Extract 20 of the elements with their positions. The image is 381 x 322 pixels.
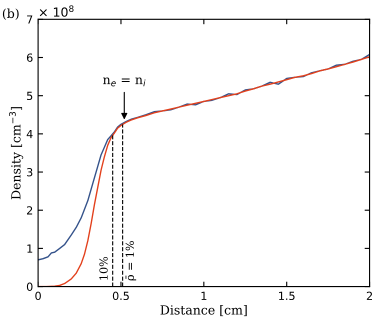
annotation: ρ̄ = 1% bbox=[126, 241, 136, 280]
y-tick-label: 0 bbox=[26, 282, 32, 291]
x-tick-label: 0 bbox=[35, 292, 41, 300]
y-tick-label: 4 bbox=[26, 130, 33, 138]
annotation: n$_{e}$ = n$_{i}$ bbox=[103, 77, 146, 86]
y-tick-label: 5 bbox=[27, 92, 32, 100]
annotation: 10% bbox=[99, 256, 108, 280]
y-tick-label: 1 bbox=[27, 244, 32, 253]
y-tick-label: 3 bbox=[27, 168, 32, 176]
y-tick-label: 7 bbox=[27, 15, 32, 24]
x-tick-label: 1 bbox=[202, 292, 206, 300]
text: × 10$^{8}$ bbox=[40, 5, 74, 17]
y-axis-title: Density [cm$^{−3}$] bbox=[9, 107, 24, 200]
x-tick-label: 2 bbox=[366, 292, 372, 300]
chart-title: (b) bbox=[2, 8, 19, 20]
x-tick-label: 0.5 bbox=[112, 292, 129, 300]
y-tick-label: 6 bbox=[26, 53, 33, 62]
x-axis-title: Distance [cm] bbox=[160, 304, 247, 316]
x-tick-label: 1.5 bbox=[279, 292, 295, 300]
y-tick-label: 2 bbox=[26, 206, 32, 214]
